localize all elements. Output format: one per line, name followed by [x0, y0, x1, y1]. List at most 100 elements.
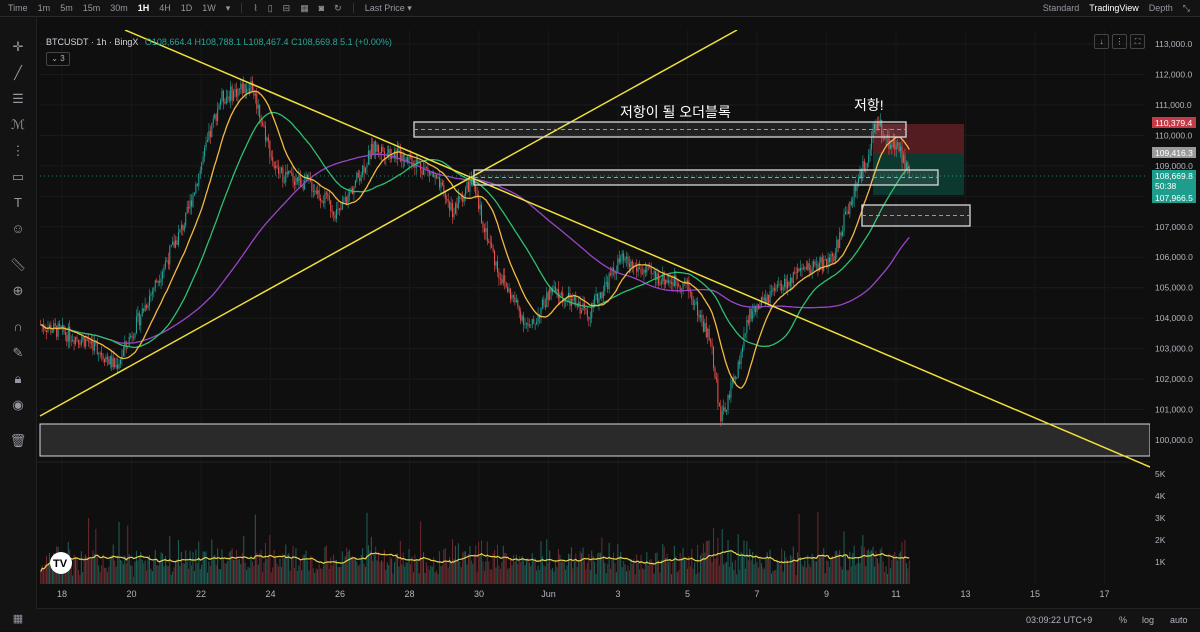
candle-body — [77, 339, 79, 344]
volume-bar — [813, 558, 815, 584]
tf-30m[interactable]: 30m — [110, 3, 128, 13]
volume-bar — [810, 567, 812, 584]
log-toggle[interactable]: log — [1142, 615, 1155, 625]
volume-bar — [334, 560, 336, 584]
magnet-icon[interactable]: ∩ — [13, 319, 23, 334]
volume-bar — [222, 558, 224, 584]
crosshair-icon[interactable]: ✛ — [12, 39, 24, 54]
volume-bar — [865, 566, 867, 584]
collapse-icon[interactable]: ⤡ — [1182, 2, 1190, 13]
candle-body — [569, 292, 571, 306]
volume-bar — [549, 550, 551, 584]
volume-bar — [362, 548, 364, 584]
tf-15m[interactable]: 15m — [82, 3, 101, 13]
scroll-down-button[interactable]: ↓ — [1094, 34, 1109, 49]
candle-body — [405, 157, 407, 161]
candle-body — [250, 81, 252, 92]
tradingview-logo-mark: TV — [53, 558, 68, 570]
indicators-icon[interactable]: ⌇ — [253, 2, 258, 13]
tf-5m[interactable]: 5m — [60, 3, 73, 13]
volume-bar — [752, 551, 754, 584]
clock-text[interactable]: 03:09:22 UTC+9 — [1026, 615, 1093, 625]
candle-body — [453, 213, 455, 218]
candle-body — [196, 184, 198, 186]
candle-body — [209, 130, 211, 137]
volume-bar — [498, 565, 500, 584]
volume-bar — [505, 553, 507, 584]
chevron-down-icon[interactable]: ▾ — [225, 2, 231, 13]
volume-bar — [99, 572, 101, 584]
ruler-icon[interactable]: 📏︎ — [9, 257, 27, 272]
more-options-button[interactable]: ⋮ — [1112, 34, 1127, 49]
candle-body — [359, 177, 361, 182]
candle-body — [652, 273, 654, 275]
candle-body — [868, 155, 870, 163]
calendar-icon[interactable]: ▦ — [12, 613, 24, 625]
volume-bar — [518, 556, 520, 584]
tf-1d[interactable]: 1D — [180, 3, 193, 13]
trendline-icon[interactable]: ╱ — [14, 65, 22, 80]
candle-body — [343, 202, 345, 204]
volume-bar — [583, 560, 585, 584]
volume-bar — [862, 535, 864, 584]
candle-body — [782, 286, 784, 291]
volume-bar — [815, 561, 817, 584]
pencil-lock-icon[interactable]: ✎ — [12, 345, 24, 360]
candle-type-icon[interactable]: ▯ — [267, 2, 273, 13]
view-depth[interactable]: Depth — [1148, 3, 1173, 13]
rectangle-icon[interactable]: ▭ — [11, 169, 25, 184]
candle-body — [365, 167, 367, 173]
auto-toggle[interactable]: auto — [1170, 615, 1188, 625]
volume-bar — [805, 567, 807, 584]
horizontal-lines-icon[interactable]: ☰ — [12, 91, 24, 106]
volume-bar — [338, 567, 340, 584]
volume-bar — [597, 553, 599, 584]
candle-body — [173, 241, 175, 248]
trash-icon[interactable]: 🗑︎ — [9, 433, 27, 448]
view-standard[interactable]: Standard — [1042, 3, 1080, 13]
lock-icon[interactable]: 🔒︎ — [14, 371, 22, 386]
candle-body — [824, 259, 826, 261]
volume-bar — [356, 561, 358, 584]
volume-bar — [41, 565, 43, 584]
candle-body — [331, 211, 333, 213]
fullscreen-button[interactable]: ⛶ — [1130, 34, 1145, 49]
volume-bar — [76, 557, 78, 584]
volume-bar — [565, 569, 567, 584]
symbol-label[interactable]: BTCUSDT · 1h · BingX — [46, 37, 139, 47]
settings-icon[interactable]: ⊟ — [282, 2, 291, 13]
candle-body — [521, 315, 523, 321]
candle-body — [394, 150, 396, 158]
time-label[interactable]: Time — [8, 3, 28, 13]
view-tradingview[interactable]: TradingView — [1089, 3, 1139, 13]
candle-body — [264, 126, 266, 141]
percent-toggle[interactable]: % — [1119, 615, 1128, 625]
tf-1m[interactable]: 1m — [37, 3, 51, 13]
emoji-icon[interactable]: ☺ — [11, 221, 25, 236]
tf-1w[interactable]: 1W — [202, 3, 216, 13]
candle-body — [314, 190, 316, 192]
tf-1h[interactable]: 1H — [137, 3, 150, 13]
volume-bar — [585, 569, 587, 584]
fib-icon[interactable]: ⋮ — [11, 143, 25, 158]
camera-icon[interactable]: ◙ — [318, 3, 325, 13]
current-price-tag — [1152, 170, 1196, 192]
candle-body — [608, 273, 610, 290]
price-mode-select[interactable]: Last Price ▾ — [364, 2, 412, 13]
volume-bar — [771, 573, 773, 584]
layout-icon[interactable]: ▦ — [300, 2, 309, 13]
text-icon[interactable]: T — [14, 195, 22, 210]
zoom-icon[interactable]: ⊕ — [12, 283, 24, 298]
eye-icon[interactable]: ◉ — [12, 397, 24, 412]
replay-icon[interactable]: ↻ — [334, 2, 342, 13]
volume-bar — [612, 552, 614, 584]
pitchfork-icon[interactable]: ℳ — [11, 117, 25, 132]
price-tick: 103,000.0 — [1155, 344, 1193, 354]
volume-bar — [115, 566, 117, 584]
indicator-count-toggle[interactable]: ⌄ 3 — [46, 52, 70, 66]
volume-bar — [733, 569, 735, 584]
candle-body — [193, 193, 195, 196]
tradingview-logo[interactable] — [50, 552, 72, 574]
tf-4h[interactable]: 4H — [159, 3, 171, 13]
